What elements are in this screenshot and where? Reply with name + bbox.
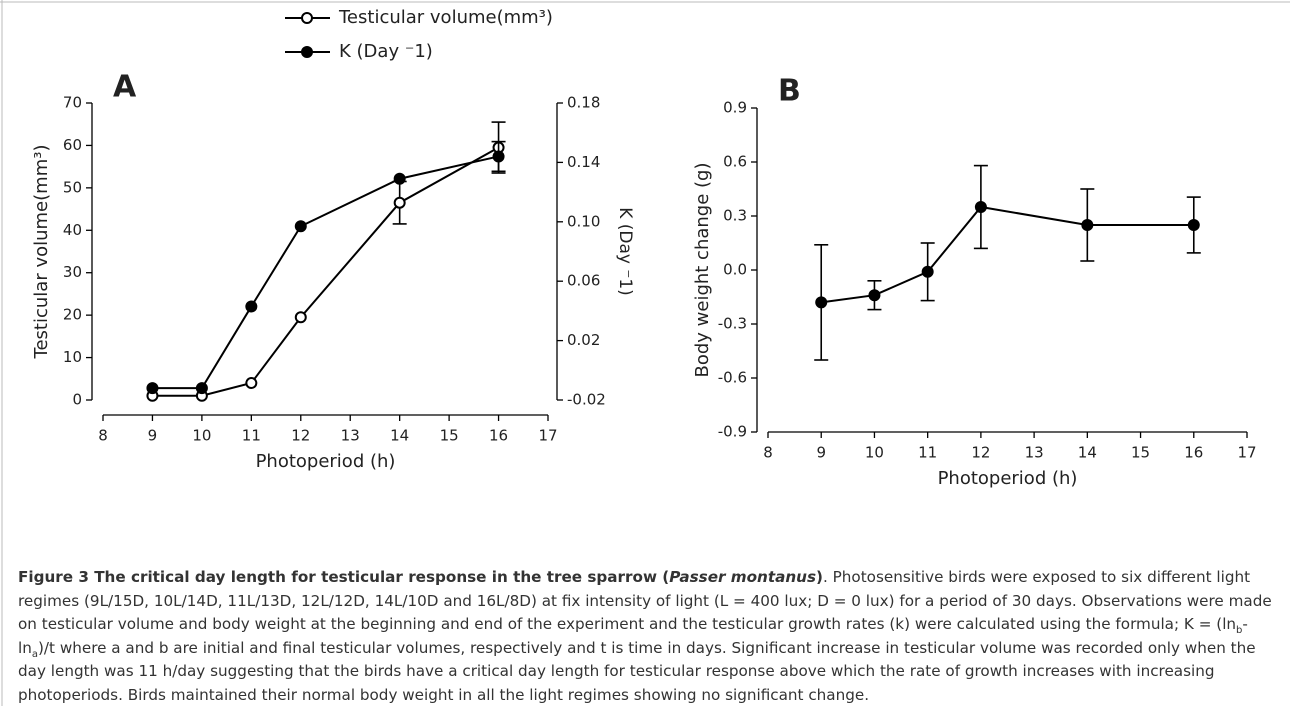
y-tick-label: 0.0 [723, 261, 747, 279]
legend-marker [301, 12, 313, 24]
point [294, 220, 307, 233]
y2-tick-label: 0.14 [567, 153, 600, 171]
y2-tick-label: 0.18 [567, 94, 600, 112]
panel-label: A [113, 70, 137, 105]
point [921, 265, 934, 278]
y-axis-label: Body weight change (g) [692, 162, 713, 377]
y2-tick-label: -0.02 [567, 391, 606, 409]
caption-text: . Photosensitive birds were exposed to s… [18, 568, 1272, 633]
y-tick-label: 0.6 [723, 153, 747, 171]
caption: Figure 3 The critical day length for tes… [18, 566, 1280, 707]
series-line [152, 146, 500, 397]
point [146, 382, 159, 395]
x-tick-label: 16 [1184, 444, 1203, 462]
x-tick-label: 12 [971, 444, 990, 462]
y2-tick-label: 0.10 [567, 212, 600, 230]
caption-title: Figure 3 The critical day length for tes… [18, 568, 670, 586]
x-tick-label: 12 [291, 427, 310, 445]
x-tick-label: 8 [98, 427, 108, 445]
x-axis-label: Photoperiod (h) [938, 468, 1078, 489]
x-tick-label: 10 [192, 427, 211, 445]
series-line [821, 205, 1194, 304]
x-tick-label: 9 [148, 427, 158, 445]
caption-text: -ln [18, 615, 1248, 657]
y-tick-label: 70 [63, 94, 82, 112]
legend-marker [301, 46, 313, 58]
y2-axis-label: K (Day ⁻1) [615, 207, 635, 296]
x-tick-label: 14 [390, 427, 409, 445]
x-tick-label: 16 [489, 427, 508, 445]
y-tick-label: 30 [63, 263, 82, 281]
x-tick-label: 8 [763, 444, 773, 462]
y-tick-label: 0.3 [723, 207, 747, 225]
point [868, 289, 881, 302]
point [294, 311, 307, 324]
y-tick-label: 60 [63, 136, 82, 154]
point [393, 196, 406, 209]
caption-sub: b [1236, 625, 1243, 637]
point [815, 296, 828, 309]
x-axis-label: Photoperiod (h) [256, 451, 396, 472]
y2-tick-label: 0.02 [567, 331, 600, 349]
y-tick-label: 20 [63, 306, 82, 324]
y-tick-label: 0 [72, 391, 82, 409]
x-tick-label: 9 [816, 444, 826, 462]
x-tick-label: 15 [440, 427, 459, 445]
x-tick-label: 17 [538, 427, 557, 445]
y-tick-label: 50 [63, 178, 82, 196]
panel-label: B [778, 74, 801, 109]
legend-label: Testicular volume(mm³) [338, 7, 553, 28]
y-tick-label: 40 [63, 221, 82, 239]
x-tick-label: 11 [242, 427, 261, 445]
x-tick-label: 13 [1025, 444, 1044, 462]
x-tick-label: 10 [865, 444, 884, 462]
x-tick-label: 11 [918, 444, 937, 462]
legend-label: K (Day ⁻1) [339, 41, 433, 62]
caption-title-end: ) [816, 568, 823, 586]
y-tick-label: -0.9 [718, 423, 747, 441]
caption-text: )/t where a and b are initial and final … [18, 638, 1256, 704]
point [974, 201, 987, 213]
x-tick-label: 17 [1237, 444, 1256, 462]
y-tick-label: 10 [63, 348, 82, 366]
point [492, 150, 505, 163]
x-tick-label: 15 [1131, 444, 1150, 462]
point [1081, 219, 1094, 231]
y-axis-label: Testicular volume(mm³) [31, 145, 52, 360]
point [1187, 219, 1200, 231]
y-tick-label: -0.3 [718, 315, 747, 333]
x-tick-label: 14 [1078, 444, 1097, 462]
caption-sub: a [31, 648, 38, 660]
y-tick-label: -0.6 [718, 369, 747, 387]
caption-species: Passer montanus [669, 568, 817, 586]
point [245, 300, 258, 313]
point [245, 377, 258, 390]
point [195, 382, 208, 395]
point [393, 172, 406, 185]
series-line [152, 155, 499, 390]
x-tick-label: 13 [341, 427, 360, 445]
y-tick-label: 0.9 [723, 99, 747, 117]
y2-tick-label: 0.06 [567, 272, 600, 290]
